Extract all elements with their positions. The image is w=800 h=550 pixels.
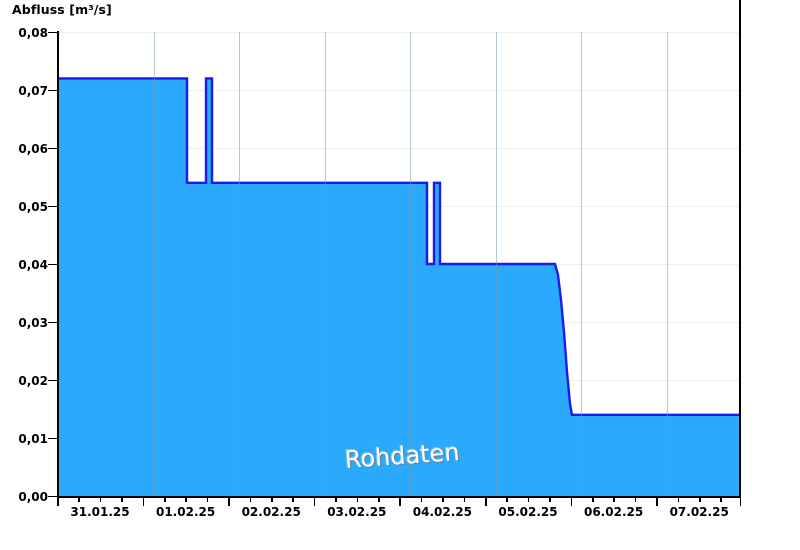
x-axis-tick-minor — [527, 497, 530, 502]
series-outline-path — [58, 78, 740, 414]
x-axis-tick-minor — [121, 497, 123, 502]
x-axis-tick-major-6 — [570, 497, 573, 506]
x-axis-tick-major-7 — [656, 497, 658, 506]
x-axis-tick-minor — [378, 497, 380, 502]
x-axis-tick-minor — [463, 497, 466, 502]
x-axis-tick-major-3 — [313, 497, 316, 506]
x-axis-tick-minor — [164, 497, 166, 502]
x-axis-tick-minor — [335, 497, 337, 502]
y-axis-tick-7 — [48, 437, 57, 440]
y-axis-tick-1 — [48, 89, 57, 92]
x-axis-label-2: 02.02.25 — [241, 505, 301, 519]
y-axis-label-8: 0,00 — [18, 490, 48, 504]
plot-area — [58, 32, 740, 496]
gridline-h-0 — [58, 32, 740, 33]
y-axis-tick-8 — [48, 495, 57, 498]
y-axis-label-7: 0,01 — [18, 432, 48, 446]
x-axis-tick-minor — [206, 497, 209, 502]
x-axis-label-3: 03.02.25 — [327, 505, 387, 519]
x-axis-label-4: 04.02.25 — [412, 505, 472, 519]
y-axis-tick-4 — [48, 263, 57, 266]
y-axis-label-0: 0,08 — [18, 26, 48, 40]
day-separator-1 — [154, 32, 155, 496]
x-axis-tick-minor — [720, 497, 722, 502]
x-axis-label-6: 06.02.25 — [583, 505, 644, 519]
x-axis-label-7: 07.02.25 — [669, 505, 729, 519]
x-axis-tick-minor — [99, 497, 102, 502]
day-separator-2 — [239, 32, 240, 496]
y-axis-label-5: 0,03 — [18, 316, 48, 330]
x-axis-tick-minor — [292, 497, 294, 502]
x-axis-tick-minor — [613, 497, 615, 502]
y-axis-label-6: 0,02 — [18, 374, 48, 388]
y-axis-line — [57, 31, 59, 497]
day-separator-5 — [496, 32, 497, 496]
x-axis-tick-minor — [356, 497, 359, 502]
x-axis-tick-minor — [506, 497, 508, 502]
series-abfluss — [58, 32, 740, 496]
chart-title: Abfluss [m³/s] — [12, 2, 112, 17]
day-separator-4 — [410, 32, 411, 496]
x-axis-tick-major-1 — [142, 497, 145, 506]
series-area-path — [58, 78, 740, 496]
x-axis-tick-minor — [634, 497, 637, 502]
x-axis-tick-minor — [549, 497, 551, 502]
x-axis-tick-major-4 — [399, 497, 401, 506]
x-axis-tick-minor — [677, 497, 680, 502]
y-axis-tick-3 — [48, 205, 57, 208]
day-separator-7 — [667, 32, 668, 496]
x-axis-tick-minor — [592, 497, 594, 502]
y-axis-tick-2 — [48, 147, 57, 150]
y-axis-tick-5 — [48, 321, 57, 324]
x-axis-tick-major-0 — [57, 497, 59, 506]
x-axis-tick-minor — [271, 497, 273, 502]
x-axis-tick-major-5 — [485, 497, 487, 506]
x-axis-tick-minor — [185, 497, 187, 502]
x-axis-tick-minor — [442, 497, 444, 502]
plot-right-border — [739, 0, 741, 497]
y-axis-tick-0 — [48, 31, 57, 34]
day-separator-6 — [581, 32, 582, 496]
gridline-h-2 — [58, 148, 740, 149]
y-axis-label-2: 0,06 — [18, 142, 48, 156]
x-axis-label-1: 01.02.25 — [155, 505, 216, 519]
x-axis-label-5: 05.02.25 — [498, 505, 558, 519]
y-axis-label-1: 0,07 — [18, 84, 48, 98]
x-axis-tick-minor — [420, 497, 423, 502]
x-axis-tick-major-8 — [739, 497, 742, 506]
y-axis-label-3: 0,05 — [18, 200, 48, 214]
x-axis-tick-minor — [699, 497, 701, 502]
x-axis-tick-minor — [78, 497, 80, 502]
x-axis-line — [57, 496, 741, 498]
day-separator-3 — [325, 32, 326, 496]
x-axis-label-0: 31.01.25 — [70, 505, 130, 519]
y-axis-tick-6 — [48, 379, 57, 382]
gridline-h-1 — [58, 90, 740, 91]
x-axis-tick-minor — [249, 497, 252, 502]
x-axis-tick-major-2 — [228, 497, 230, 506]
y-axis-label-4: 0,04 — [18, 258, 48, 272]
